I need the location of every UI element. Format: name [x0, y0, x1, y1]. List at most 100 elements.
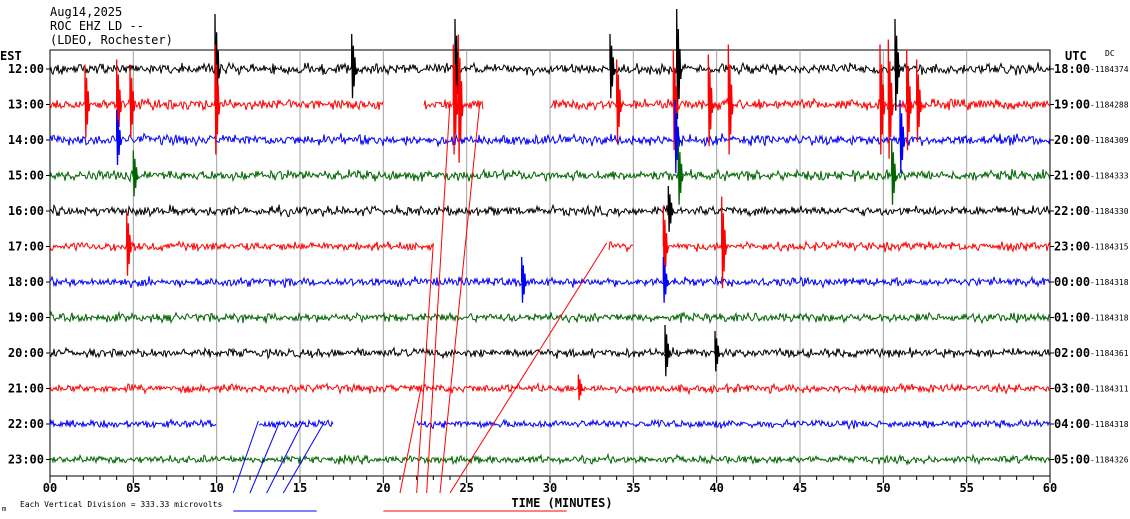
dc-offset-label: -1184315 — [1090, 243, 1129, 252]
utc-hour-label: 05:00 — [1054, 453, 1090, 467]
event-spike — [662, 256, 669, 303]
x-tick-label: 50 — [876, 481, 890, 495]
x-tick-label: 00 — [43, 481, 57, 495]
event-spike — [662, 206, 669, 280]
event-spike — [879, 44, 886, 155]
event-spike — [899, 99, 906, 174]
utc-hour-label: 01:00 — [1054, 311, 1090, 325]
est-hour-label: 14:00 — [8, 133, 44, 147]
event-spike — [129, 64, 136, 138]
dc-offset-label: -1184309 — [1090, 136, 1129, 145]
trace-row-2200 — [49, 417, 1051, 431]
x-tick-label: 35 — [626, 481, 640, 495]
dc-offset-label: -1184311 — [1090, 385, 1129, 394]
est-hour-label: 17:00 — [8, 240, 44, 254]
event-spike — [894, 18, 901, 111]
x-axis-title: TIME (MINUTES) — [511, 496, 612, 510]
utc-hour-label: 19:00 — [1054, 98, 1090, 112]
right-timezone-label: UTC — [1065, 49, 1087, 63]
x-tick-label: 55 — [959, 481, 973, 495]
event-spike — [84, 64, 91, 138]
trace-layer — [49, 8, 1051, 466]
event-spike — [676, 8, 683, 120]
x-tick-label: 45 — [793, 481, 807, 495]
utc-hour-label: 18:00 — [1054, 62, 1090, 76]
event-spike — [214, 13, 221, 115]
utc-hour-label: 23:00 — [1054, 240, 1090, 254]
connector-line — [282, 420, 326, 494]
utc-hour-label: 00:00 — [1054, 275, 1090, 289]
est-hour-label: 15:00 — [8, 169, 44, 183]
utc-hour-label: 21:00 — [1054, 169, 1090, 183]
connector-line — [266, 420, 304, 494]
event-spike — [906, 49, 913, 151]
event-spike — [891, 140, 898, 205]
connector-layer — [232, 100, 608, 512]
event-spike — [664, 324, 671, 377]
scale-marker: m — [2, 505, 6, 513]
est-hour-label: 22:00 — [8, 417, 44, 431]
x-tick-label: 60 — [1043, 481, 1057, 495]
event-spike — [616, 59, 623, 143]
header-date: Aug14,2025 — [50, 5, 122, 19]
event-spike — [457, 34, 464, 163]
connector-line — [232, 420, 259, 494]
connector-line — [416, 242, 434, 494]
connector-line — [439, 100, 481, 494]
trace-row-1800 — [49, 275, 1051, 289]
utc-hour-label: 02:00 — [1054, 346, 1090, 360]
dc-offset-label: -1184374 — [1090, 65, 1129, 74]
event-spike — [452, 44, 459, 155]
event-spike — [521, 256, 528, 303]
event-spike — [672, 49, 679, 151]
trace-row-2300 — [49, 452, 1051, 466]
connector-line — [249, 420, 281, 494]
est-hour-label: 16:00 — [8, 204, 44, 218]
dc-offset-label: -1184361 — [1090, 349, 1129, 358]
dc-label: DC — [1105, 49, 1115, 58]
dc-offset-label: -1184288 — [1090, 101, 1129, 110]
est-hour-label: 12:00 — [8, 62, 44, 76]
event-spike — [116, 109, 123, 166]
utc-hour-label: 04:00 — [1054, 417, 1090, 431]
event-spike — [677, 140, 684, 205]
event-spike — [609, 33, 616, 99]
dc-offset-label: -1184318 — [1090, 314, 1129, 323]
event-spike — [916, 59, 923, 143]
utc-hour-label: 20:00 — [1054, 133, 1090, 147]
event-spike — [721, 196, 728, 289]
dc-offset-label: -1184333 — [1090, 172, 1129, 181]
event-spike — [577, 374, 584, 401]
x-tick-label: 25 — [459, 481, 473, 495]
utc-hour-label: 22:00 — [1054, 204, 1090, 218]
connector-line — [426, 100, 451, 494]
scale-note: Each Vertical Division = 333.33 microvol… — [20, 500, 222, 509]
event-spike — [116, 59, 123, 143]
x-tick-label: 30 — [543, 481, 557, 495]
trace-row-1400 — [49, 132, 1051, 148]
trace-row-1500 — [49, 167, 1051, 183]
est-hour-label: 13:00 — [8, 98, 44, 112]
event-spike — [707, 54, 714, 147]
event-spike — [132, 150, 139, 197]
utc-hour-label: 03:00 — [1054, 382, 1090, 396]
header-network: (LDEO, Rochester) — [50, 33, 173, 47]
trace-row-1600 — [49, 203, 1051, 218]
connector-line — [399, 384, 423, 494]
event-spike — [714, 330, 721, 372]
header-station: ROC EHZ LD -- — [50, 19, 144, 33]
connector-line — [449, 242, 608, 494]
grid-layer — [46, 49, 1054, 483]
est-hour-label: 18:00 — [8, 275, 44, 289]
x-tick-label: 10 — [209, 481, 223, 495]
est-hour-label: 23:00 — [8, 453, 44, 467]
dc-offset-label: -1184326 — [1090, 456, 1129, 465]
x-tick-label: 20 — [376, 481, 390, 495]
dc-offset-label: -1184330 — [1090, 207, 1129, 216]
event-spike — [887, 39, 894, 159]
event-spike — [126, 211, 133, 276]
event-spike — [214, 44, 221, 155]
event-spike — [351, 33, 358, 99]
